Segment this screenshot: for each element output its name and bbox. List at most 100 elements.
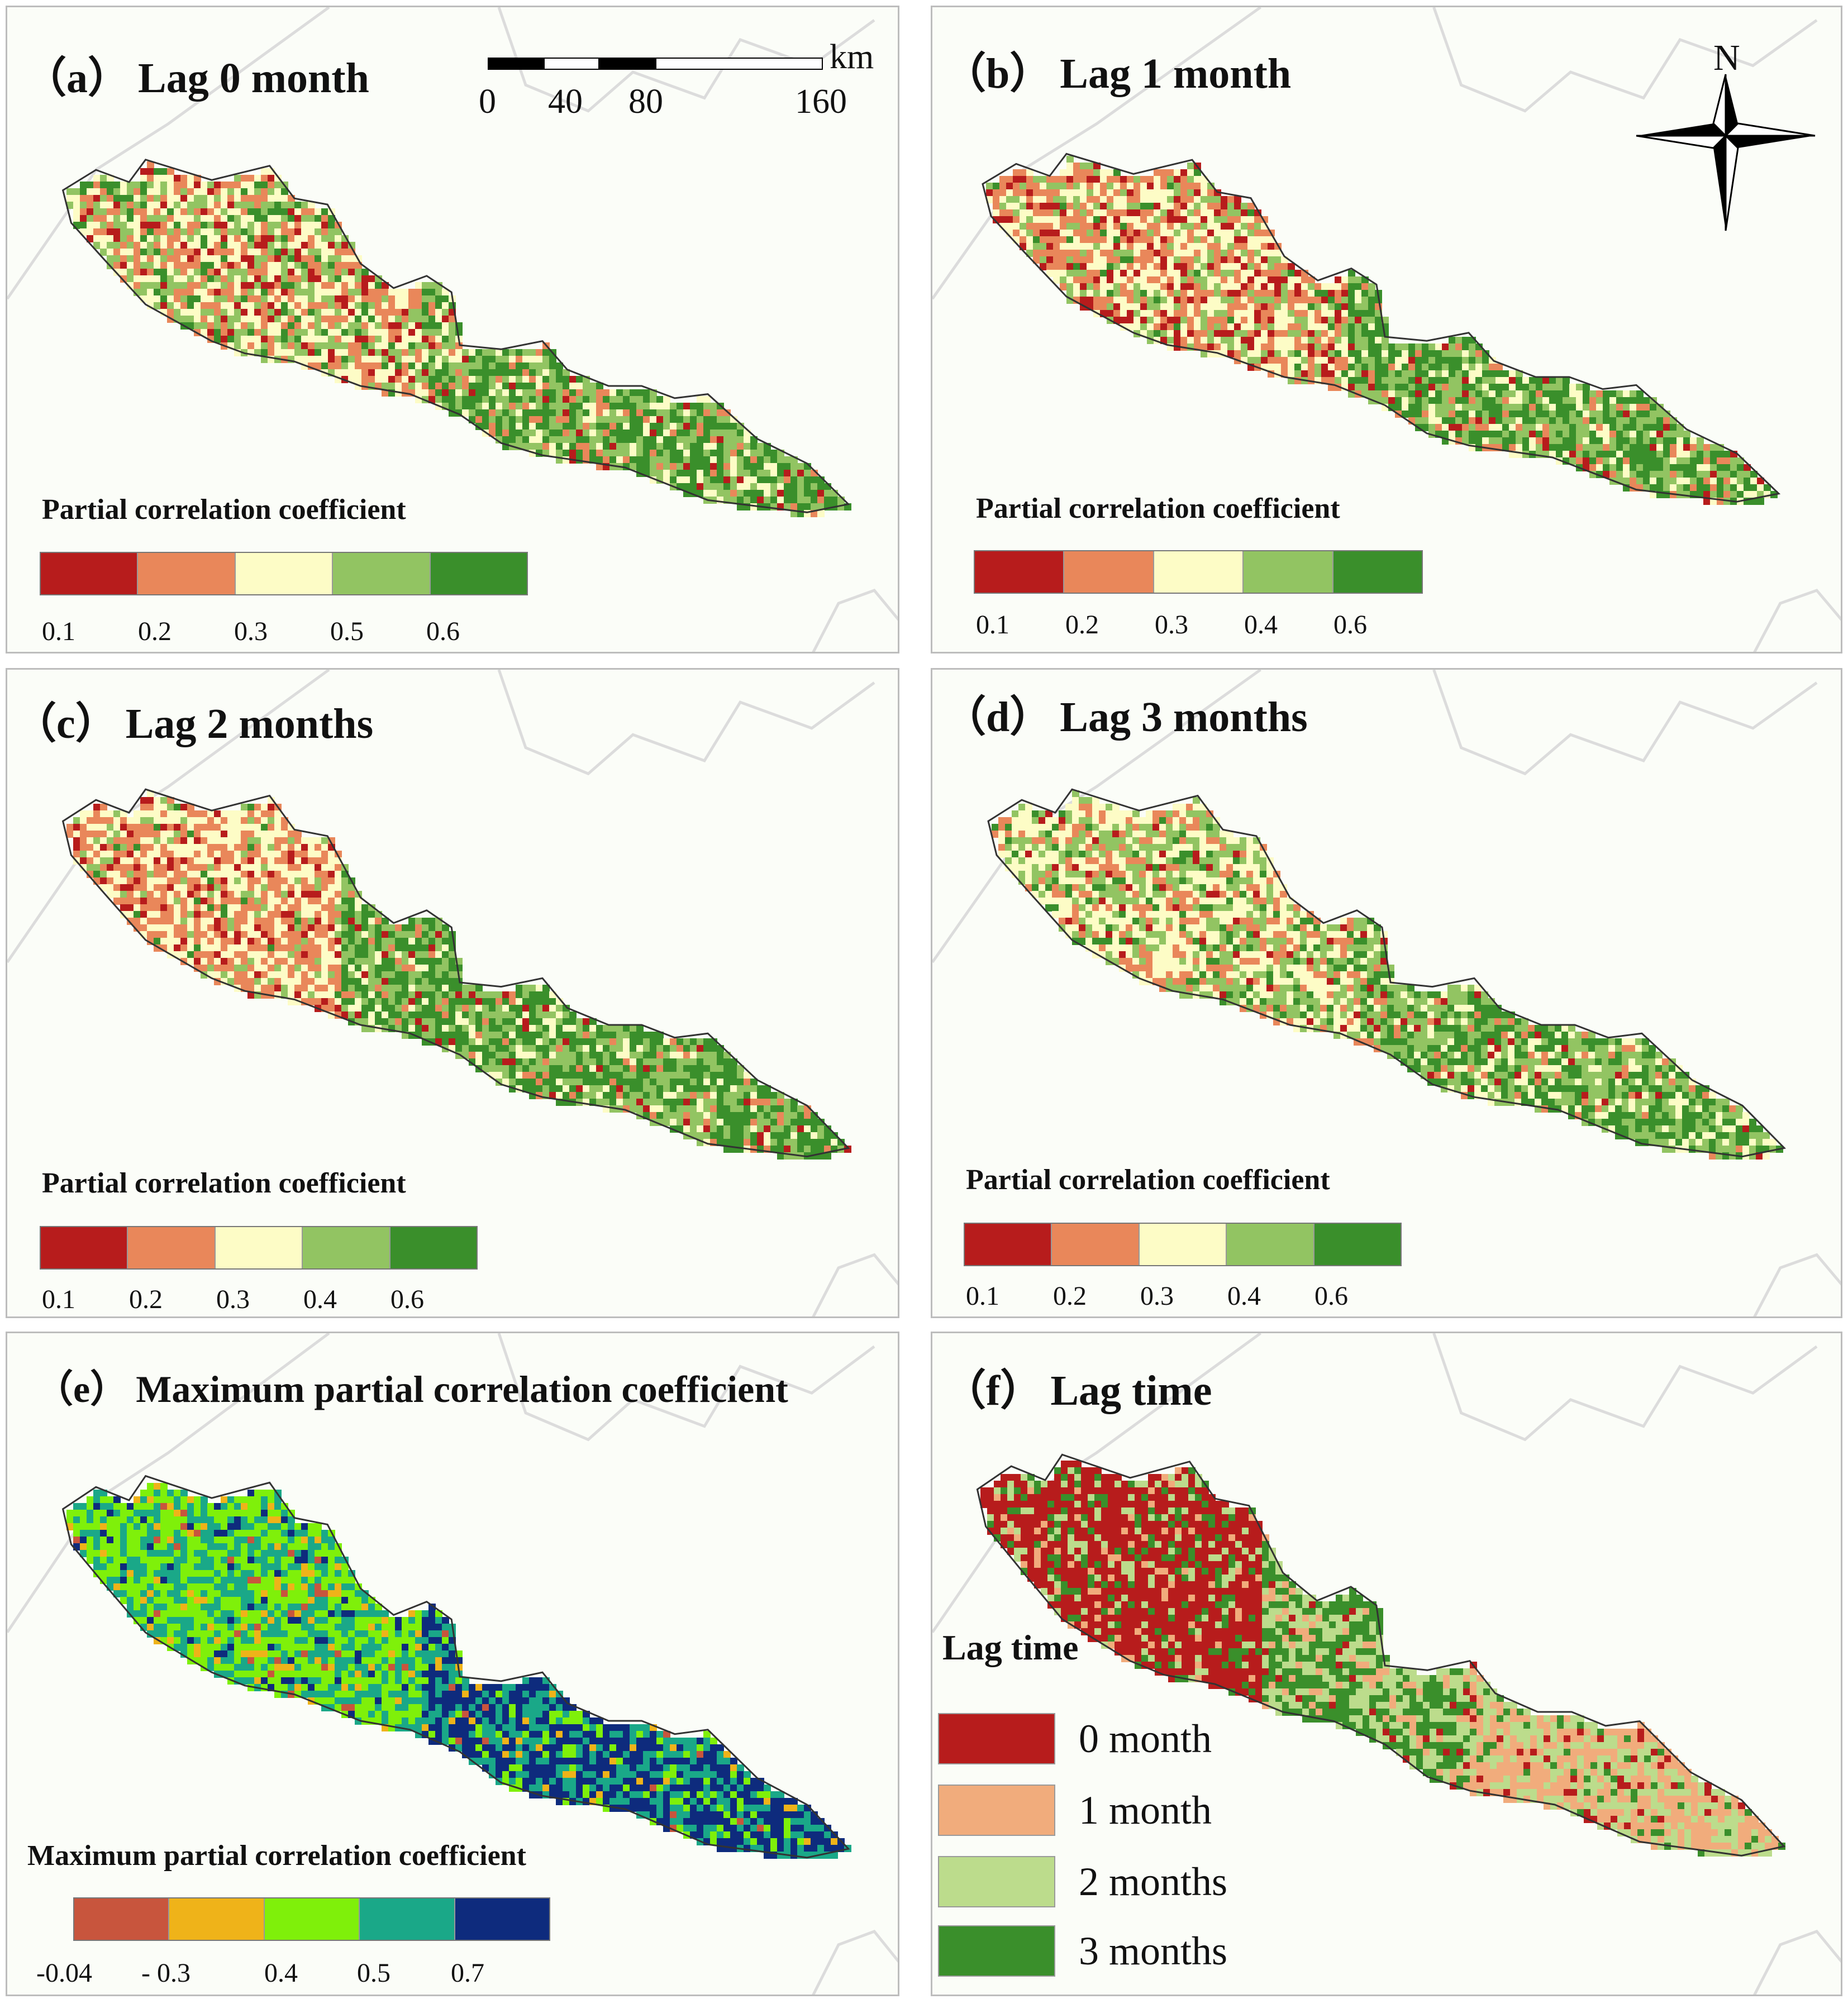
admin-boundary: [1432, 7, 1818, 113]
panel-label: （e）: [35, 1368, 128, 1410]
legend-item-1-month: 1 month: [938, 1785, 1212, 1836]
legend-tick: 0.5: [330, 617, 364, 646]
north-arrow-icon: N: [1636, 37, 1816, 231]
legend-tick: 0.7: [451, 1958, 484, 1988]
admin-boundary: [1753, 1253, 1841, 1316]
legend-item-label: 1 month: [1079, 1787, 1212, 1833]
panel-title: （a） Lag 0 month: [24, 43, 369, 104]
legend-tick: - 0.3: [141, 1958, 190, 1988]
map-e: [7, 1333, 898, 1995]
legend-title: Maximum partial correlation coefficient: [27, 1840, 526, 1872]
legend-item-2-months: 2 months: [938, 1856, 1227, 1907]
admin-boundary: [812, 1253, 898, 1316]
legend-tick: 0.6: [1333, 610, 1367, 640]
panel-title-text: Lag 2 months: [125, 700, 374, 747]
admin-boundary: [7, 1333, 330, 1633]
legend-title: Partial correlation coefficient: [976, 493, 1340, 524]
basin-outline: [61, 788, 850, 1158]
legend-swatch: [938, 1785, 1055, 1836]
raster-cells: [66, 790, 851, 1160]
legend-swatch: [938, 1925, 1055, 1977]
legend-item-label: 2 months: [1079, 1859, 1228, 1904]
panel-title-text: Lag 1 month: [1060, 50, 1292, 97]
legend-swatch: [938, 1856, 1055, 1907]
admin-boundary: [932, 670, 1261, 963]
admin-boundary: [7, 670, 330, 963]
legend-tick: 0.1: [42, 1285, 75, 1314]
admin-boundary: [497, 670, 875, 776]
north-label: N: [1713, 37, 1740, 78]
legend-tick: 0.2: [1065, 610, 1099, 640]
legend-swatch: [138, 553, 236, 594]
scale-segment: [488, 58, 544, 70]
legend-title: Partial correlation coefficient: [42, 1167, 406, 1199]
legend-tick: 0.4: [1244, 610, 1278, 640]
basin-outline: [982, 152, 1781, 503]
legend-swatch: [303, 1227, 390, 1268]
legend-tick: 0.4: [303, 1285, 337, 1314]
legend-swatch: [333, 553, 431, 594]
panel-label: （b）: [944, 50, 1052, 97]
legend-swatch: [128, 1227, 216, 1268]
legend-swatch: [975, 551, 1065, 593]
panel-label: （d）: [944, 694, 1052, 741]
legend-swatch: [938, 1713, 1055, 1764]
lag-time-legend: 0 month 1 month 2 months 3 months: [938, 1713, 1329, 1981]
admin-boundary: [1753, 1930, 1841, 1995]
map-a: [7, 7, 898, 652]
legend-swatch: [455, 1898, 550, 1940]
legend-swatch: [1333, 551, 1422, 593]
legend-swatch: [235, 553, 334, 594]
admin-boundary: [497, 1333, 875, 1442]
legend-tick: 0.4: [1227, 1281, 1261, 1311]
legend-item-label: 0 month: [1079, 1716, 1212, 1761]
legend-tick: 0.3: [1140, 1281, 1174, 1311]
raster-cells: [66, 1483, 851, 1859]
legend-swatch: [965, 1224, 1052, 1265]
panel-title: （b） Lag 1 month: [944, 39, 1291, 100]
legend-tick: -0.04: [36, 1958, 92, 1988]
panel-title-text: Maximum partial correlation coefficient: [136, 1368, 788, 1410]
admin-boundary: [932, 7, 1261, 300]
panel-title: （e） Maximum partial correlation coefficie…: [35, 1358, 788, 1413]
admin-boundary: [7, 7, 330, 300]
legend-swatch: [1154, 551, 1244, 593]
admin-boundary: [812, 589, 898, 652]
legend-tick: 0.2: [138, 617, 172, 646]
raster-cells: [66, 161, 851, 517]
legend-swatch: [1064, 551, 1154, 593]
map-b: [932, 7, 1841, 652]
legend-tick: 0.6: [390, 1285, 424, 1314]
legend-color-bar: [974, 550, 1423, 594]
basin-outline: [976, 1453, 1786, 1857]
legend-tick: 0.4: [264, 1958, 298, 1988]
legend-title: Lag time: [942, 1628, 1079, 1667]
legend-swatch: [360, 1898, 455, 1940]
basin-outline: [61, 1475, 850, 1859]
legend-swatch: [169, 1898, 265, 1940]
legend-tick: 0.2: [1053, 1281, 1087, 1311]
panel-e-maximum-partial-correlation: （e） Maximum partial correlation coefficie…: [6, 1332, 899, 1996]
legend-swatch: [264, 1898, 360, 1940]
legend-swatch: [74, 1898, 170, 1940]
legend-swatch: [1139, 1224, 1227, 1265]
basin-outline: [61, 159, 850, 513]
legend-color-bar: [73, 1897, 550, 1941]
panel-label: （a）: [24, 55, 130, 102]
admin-boundary: [1432, 1333, 1818, 1442]
legend-tick: 0.3: [1155, 610, 1188, 640]
legend-title: Partial correlation coefficient: [42, 494, 406, 526]
legend-tick: 0.1: [42, 617, 75, 646]
legend-color-bar: [964, 1223, 1402, 1266]
admin-boundary: [812, 1930, 898, 1995]
legend-tick: 0.1: [976, 610, 1009, 640]
legend-tick: 0.3: [234, 617, 268, 646]
legend-swatch: [390, 1227, 477, 1268]
legend-tick: 0.6: [1314, 1281, 1348, 1311]
scale-tick: 40: [548, 83, 583, 121]
panel-title: （f） Lag time: [944, 1356, 1212, 1417]
scale-segment: [599, 58, 655, 70]
panel-label: （f）: [944, 1367, 1043, 1414]
panel-title-text: Lag time: [1050, 1367, 1212, 1414]
raster-cells: [986, 156, 1778, 505]
